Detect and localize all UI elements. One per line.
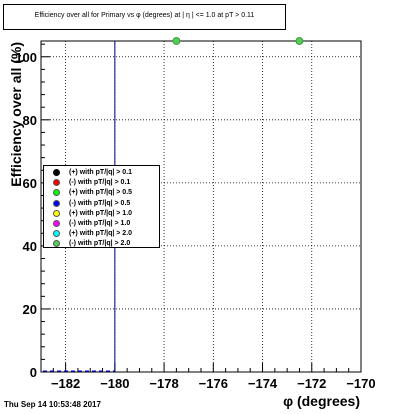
legend-marker-icon	[53, 240, 60, 248]
legend-item: (-) with pT/|q| > 0.5	[44, 199, 159, 209]
legend-label: (-) with pT/|q| > 0.1	[69, 179, 131, 187]
legend-item: (+) with pT/|q| > 0.5	[44, 188, 159, 198]
x-tick-label: −174	[248, 376, 278, 391]
x-tick-label: −178	[149, 376, 178, 391]
data-point	[295, 37, 304, 45]
legend-marker-icon	[53, 209, 60, 217]
legend-marker-icon	[53, 220, 60, 227]
legend-label: (+) with pT/|q| > 0.5	[69, 189, 133, 197]
chart-title: Efficiency over all for Primary vs φ (de…	[34, 12, 255, 19]
legend-label: (+) with pT/|q| > 1.0	[69, 209, 133, 217]
y-axis-label: Efficiency over all (%)	[8, 42, 24, 187]
x-tick-label: −172	[297, 376, 326, 391]
chart-title-box: Efficiency over all for Primary vs φ (de…	[3, 4, 286, 30]
legend-marker-icon	[53, 169, 60, 176]
legend-label: (-) with pT/|q| > 0.5	[69, 199, 131, 207]
legend-marker-icon	[53, 230, 60, 238]
legend-item: (+) with pT/|q| > 0.1	[44, 168, 159, 178]
legend-label: (-) with pT/|q| > 1.0	[69, 220, 131, 227]
legend: (+) with pT/|q| > 0.1 (-) with pT/|q| > 0…	[43, 165, 160, 248]
data-points	[172, 37, 304, 45]
legend-label: (+) with pT/|q| > 0.1	[69, 169, 133, 176]
y-tick-label: 60	[23, 176, 37, 191]
legend-marker-icon	[53, 189, 60, 197]
y-tick-label: 0	[30, 365, 37, 380]
y-tick-label: 20	[23, 302, 37, 317]
legend-marker-icon	[53, 199, 60, 207]
legend-item: (-) with pT/|q| > 0.1	[44, 178, 159, 188]
legend-item: (+) with pT/|q| > 1.0	[44, 209, 159, 219]
tick-labels: −182 −180 −178 −176 −174 −172 −170 0 20 40 60 80 100	[15, 50, 375, 391]
x-tick-label: −176	[199, 376, 228, 391]
data-point	[172, 37, 181, 45]
legend-item: (-) with pT/|q| > 2.0	[44, 239, 159, 249]
legend-label: (+) with pT/|q| > 2.0	[69, 230, 133, 238]
legend-marker-icon	[53, 179, 60, 187]
y-tick-label: 80	[23, 113, 37, 128]
x-tick-label: −170	[346, 376, 375, 391]
x-axis-label: φ (degrees)	[283, 393, 360, 409]
timestamp: Thu Sep 14 10:53:48 2017	[4, 400, 101, 409]
x-tick-label: −180	[100, 376, 129, 391]
y-tick-label: 100	[15, 50, 37, 65]
legend-label: (-) with pT/|q| > 2.0	[69, 240, 131, 248]
y-tick-label: 40	[23, 239, 37, 254]
x-tick-label: −182	[51, 376, 80, 391]
legend-item: (-) with pT/|q| > 1.0	[44, 219, 159, 229]
legend-item: (+) with pT/|q| > 2.0	[44, 229, 159, 239]
